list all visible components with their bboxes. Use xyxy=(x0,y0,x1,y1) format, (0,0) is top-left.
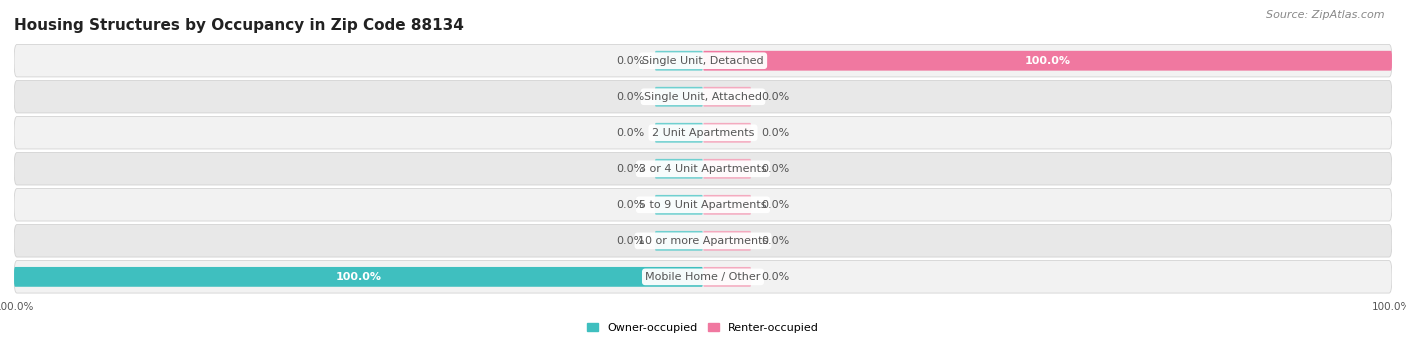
Text: Source: ZipAtlas.com: Source: ZipAtlas.com xyxy=(1267,10,1385,20)
Text: 100.0%: 100.0% xyxy=(336,272,381,282)
Text: Single Unit, Attached: Single Unit, Attached xyxy=(644,92,762,102)
Text: 0.0%: 0.0% xyxy=(616,236,644,246)
Text: 3 or 4 Unit Apartments: 3 or 4 Unit Apartments xyxy=(640,164,766,174)
Text: 2 Unit Apartments: 2 Unit Apartments xyxy=(652,128,754,138)
FancyBboxPatch shape xyxy=(14,189,1392,221)
FancyBboxPatch shape xyxy=(655,87,703,107)
Text: 100.0%: 100.0% xyxy=(1025,56,1070,66)
Text: 0.0%: 0.0% xyxy=(616,128,644,138)
Text: 0.0%: 0.0% xyxy=(762,92,790,102)
FancyBboxPatch shape xyxy=(14,80,1392,113)
FancyBboxPatch shape xyxy=(703,231,751,251)
FancyBboxPatch shape xyxy=(14,117,1392,149)
Text: 0.0%: 0.0% xyxy=(762,164,790,174)
Text: 0.0%: 0.0% xyxy=(762,272,790,282)
FancyBboxPatch shape xyxy=(14,45,1392,77)
FancyBboxPatch shape xyxy=(655,195,703,215)
FancyBboxPatch shape xyxy=(703,87,751,107)
Text: 0.0%: 0.0% xyxy=(616,200,644,210)
FancyBboxPatch shape xyxy=(655,123,703,143)
FancyBboxPatch shape xyxy=(14,261,1392,293)
Text: 0.0%: 0.0% xyxy=(616,164,644,174)
FancyBboxPatch shape xyxy=(655,159,703,179)
Text: 0.0%: 0.0% xyxy=(616,92,644,102)
FancyBboxPatch shape xyxy=(14,152,1392,185)
Text: Housing Structures by Occupancy in Zip Code 88134: Housing Structures by Occupancy in Zip C… xyxy=(14,18,464,33)
FancyBboxPatch shape xyxy=(703,123,751,143)
FancyBboxPatch shape xyxy=(703,267,751,287)
FancyBboxPatch shape xyxy=(655,231,703,251)
Text: Single Unit, Detached: Single Unit, Detached xyxy=(643,56,763,66)
FancyBboxPatch shape xyxy=(14,267,703,287)
Text: 0.0%: 0.0% xyxy=(762,236,790,246)
Text: 10 or more Apartments: 10 or more Apartments xyxy=(638,236,768,246)
Text: 0.0%: 0.0% xyxy=(762,200,790,210)
Legend: Owner-occupied, Renter-occupied: Owner-occupied, Renter-occupied xyxy=(582,318,824,337)
FancyBboxPatch shape xyxy=(655,51,703,71)
Text: 0.0%: 0.0% xyxy=(616,56,644,66)
Text: 0.0%: 0.0% xyxy=(762,128,790,138)
FancyBboxPatch shape xyxy=(703,51,1392,71)
Text: 5 to 9 Unit Apartments: 5 to 9 Unit Apartments xyxy=(640,200,766,210)
FancyBboxPatch shape xyxy=(14,225,1392,257)
FancyBboxPatch shape xyxy=(703,159,751,179)
Text: Mobile Home / Other: Mobile Home / Other xyxy=(645,272,761,282)
FancyBboxPatch shape xyxy=(703,195,751,215)
